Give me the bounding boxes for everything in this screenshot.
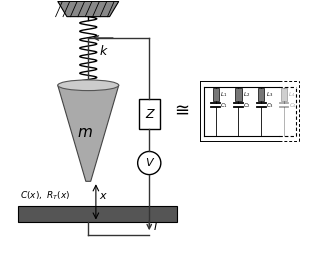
- Text: m: m: [78, 125, 93, 140]
- Text: $C(x),\ R_T(x)$: $C(x),\ R_T(x)$: [20, 189, 70, 202]
- Text: $C_1$: $C_1$: [220, 101, 228, 110]
- Text: Z: Z: [145, 108, 154, 121]
- Bar: [258, 88, 265, 101]
- Text: $L_1$: $L_1$: [220, 90, 227, 99]
- Ellipse shape: [58, 80, 119, 91]
- Bar: [18, 206, 177, 222]
- Bar: [139, 99, 160, 129]
- Bar: [236, 88, 241, 101]
- Text: $C_2$: $C_2$: [243, 101, 251, 110]
- Text: $L_2$: $L_2$: [243, 90, 250, 99]
- Bar: [281, 88, 287, 101]
- Text: $C_4$: $C_4$: [289, 101, 297, 110]
- Text: $C_3$: $C_3$: [266, 101, 274, 110]
- Text: $x$: $x$: [99, 191, 108, 201]
- Text: I: I: [154, 222, 157, 232]
- Bar: [213, 88, 219, 101]
- Text: k: k: [100, 45, 107, 58]
- Polygon shape: [58, 85, 119, 181]
- Text: V: V: [145, 158, 153, 168]
- Circle shape: [138, 151, 161, 174]
- Polygon shape: [58, 1, 119, 17]
- Text: $L_4$: $L_4$: [289, 90, 296, 99]
- Text: $L_3$: $L_3$: [266, 90, 273, 99]
- Text: ≅: ≅: [174, 102, 189, 120]
